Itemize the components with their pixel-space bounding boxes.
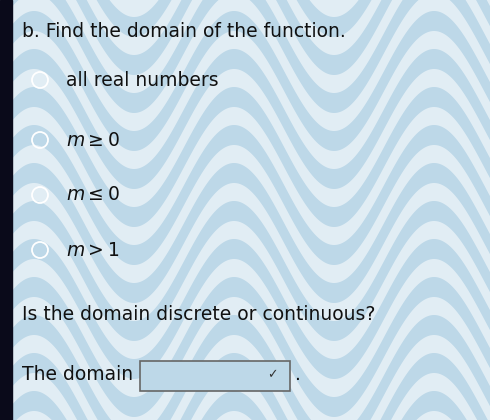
Text: $m\leq0$: $m\leq0$ [66,186,120,205]
Bar [0,0,12,420]
Text: The domain is: The domain is [22,365,154,384]
Text: b. Find the domain of the function.: b. Find the domain of the function. [22,22,346,41]
Text: .: . [295,365,301,384]
Text: $m>1$: $m>1$ [66,241,120,260]
Text: $m\geq0$: $m\geq0$ [66,131,120,150]
FancyBboxPatch shape [140,361,290,391]
Text: all real numbers: all real numbers [66,71,219,89]
Text: Is the domain discrete or continuous?: Is the domain discrete or continuous? [22,305,375,324]
Text: ✓: ✓ [267,368,277,381]
